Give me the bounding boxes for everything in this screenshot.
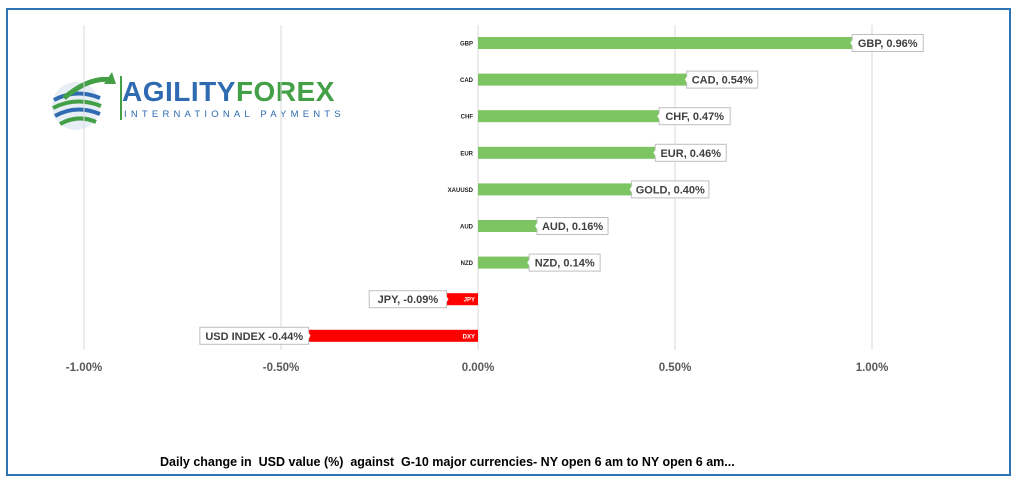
logo-divider [120,76,122,120]
x-tick-label: 0.00% [462,362,495,374]
data-label-notch [307,331,311,340]
bar [478,37,857,49]
data-label: GBP, 0.96% [858,38,918,50]
data-label-notch [445,295,449,304]
category-label: XAUUSD [448,188,474,194]
bar [304,329,478,342]
logo-word-forex: FOREX [235,76,335,107]
data-label-notch [684,75,688,84]
data-label: NZD, 0.14% [535,258,595,270]
category-label: EUR [460,151,473,157]
logo-wordmark: AGILITYFOREX [122,76,335,108]
bar [442,293,478,306]
data-label: CHF, 0.47% [665,111,724,123]
x-tick-label: -0.50% [263,362,299,374]
bar [478,220,542,232]
data-label: CAD, 0.54% [692,75,753,87]
category-label: CHF [461,115,474,121]
agility-forex-logo: AGILITYFOREX INTERNATIONAL PAYMENTS [46,70,341,140]
bar [478,73,691,86]
chart-caption: Daily change in USD value (%) against G-… [160,455,735,469]
category-label: AUD [460,225,474,231]
bar [478,110,664,123]
bar [478,256,534,269]
x-tick-label: -1.00% [66,362,102,374]
category-label: CAD [460,78,474,84]
data-label: EUR, 0.46% [660,148,721,160]
data-label-notch [527,258,531,267]
data-label-notch [850,39,854,47]
data-label: AUD, 0.16% [542,221,603,233]
chart-frame: AGILITYFOREX INTERNATIONAL PAYMENTS Dail… [6,8,1011,476]
category-label: GBP [460,42,473,48]
x-tick-label: 1.00% [856,362,889,374]
category-label: JPY [464,298,475,304]
bar [478,146,660,159]
category-label: NZD [461,261,474,267]
data-label-notch [629,185,633,194]
data-label-notch [535,222,539,230]
logo-word-agility: AGILITY [122,76,236,107]
data-label-notch [657,112,661,121]
x-tick-label: 0.50% [659,362,692,374]
bar [478,183,636,196]
data-label: GOLD, 0.40% [636,184,705,196]
logo-tagline: INTERNATIONAL PAYMENTS [124,109,345,120]
data-label: USD INDEX -0.44% [205,331,303,343]
data-label: JPY, -0.09% [378,294,439,306]
category-label: DXY [463,334,475,340]
data-label-notch [653,148,657,157]
globe-arrow-icon [52,72,116,130]
